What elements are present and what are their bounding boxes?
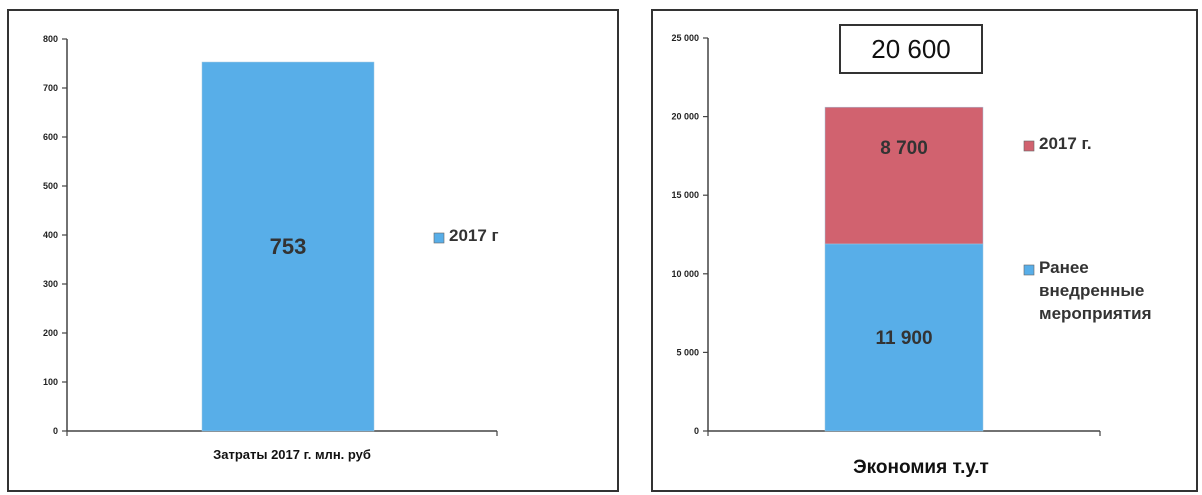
- legend-label: 2017 г.: [1039, 134, 1092, 153]
- y-tick-label: 600: [43, 132, 58, 142]
- bar-data-label: 8 700: [880, 138, 928, 159]
- y-tick-label: 25 000: [671, 33, 699, 43]
- legend-label: Ранее: [1039, 258, 1089, 277]
- bar-data-label: 11 900: [875, 328, 932, 349]
- bar-data-label: 753: [270, 234, 307, 259]
- y-tick-label: 0: [694, 426, 699, 436]
- y-tick-label: 5 000: [676, 347, 699, 357]
- y-tick-label: 0: [53, 426, 58, 436]
- bar-segment: [824, 243, 984, 432]
- total-label: 20 600: [871, 33, 951, 64]
- y-tick-label: 800: [43, 34, 58, 44]
- y-tick-label: 300: [43, 279, 58, 289]
- x-axis-category-label: Экономия т.у.т: [853, 457, 989, 478]
- legend-label: мероприятия: [1039, 304, 1152, 323]
- y-tick-label: 20 000: [671, 112, 699, 122]
- total-label-box: 20 600: [839, 24, 983, 74]
- y-tick-label: 15 000: [671, 190, 699, 200]
- legend-label: 2017 г: [449, 226, 499, 245]
- legend-swatch: [1023, 140, 1035, 152]
- chart-panel-savings: 20 600 0 5 000 10 000 15 000 20 000 25 000 11…: [651, 9, 1198, 492]
- y-tick-label: 700: [43, 83, 58, 93]
- bar-segment: [201, 61, 375, 432]
- y-tick-label: 100: [43, 377, 58, 387]
- y-tick-label: 400: [43, 230, 58, 240]
- legend-swatch: [1023, 264, 1035, 276]
- chart-panel-costs: 0 100 200 300 400 500 600 700 800 753 2017 г Зат…: [7, 9, 619, 492]
- bar-segment: [824, 106, 984, 245]
- legend-swatch: [433, 232, 445, 244]
- legend-label: внедренные: [1039, 281, 1144, 300]
- y-tick-label: 200: [43, 328, 58, 338]
- x-axis-category-label: Затраты 2017 г. млн. руб: [213, 447, 371, 462]
- costs-chart: 0 100 200 300 400 500 600 700 800 753 2017 г Зат…: [43, 34, 499, 462]
- savings-chart: 0 5 000 10 000 15 000 20 000 25 000 11 900 8 7…: [671, 33, 1152, 478]
- y-tick-label: 500: [43, 181, 58, 191]
- y-tick-label: 10 000: [671, 269, 699, 279]
